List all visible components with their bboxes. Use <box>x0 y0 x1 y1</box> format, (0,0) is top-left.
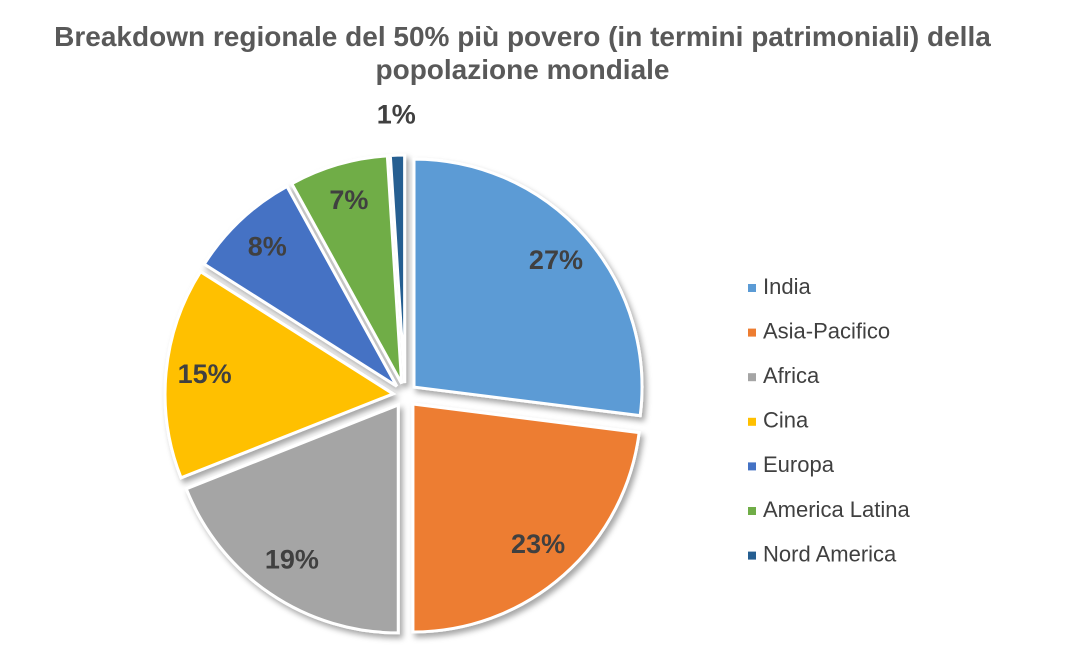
legend-marker <box>748 462 756 471</box>
chart-title: Breakdown regionale del 50% più povero (… <box>54 21 991 85</box>
slice <box>163 269 397 480</box>
legend-label: Nord America <box>763 541 897 566</box>
legend-label: Europa <box>763 452 835 477</box>
legend-marker <box>748 507 756 515</box>
data-label: 15% <box>178 359 232 389</box>
data-label: 7% <box>329 185 368 215</box>
legend-marker <box>748 551 756 560</box>
legend-label: Africa <box>763 363 820 388</box>
legend-label: Cina <box>763 408 809 433</box>
legend-label: Asia-Pacifico <box>763 318 890 343</box>
slice <box>184 402 400 635</box>
legend-label: America Latina <box>763 497 911 522</box>
legend-marker <box>748 328 756 337</box>
legend-label: India <box>763 274 811 299</box>
slices <box>163 153 644 635</box>
slice <box>411 402 641 634</box>
legend-marker <box>748 417 756 426</box>
slice <box>289 154 404 385</box>
data-label: 8% <box>248 231 287 261</box>
legend-marker <box>748 284 756 292</box>
legend-marker <box>748 373 756 382</box>
slice <box>412 157 644 418</box>
slice <box>202 184 399 388</box>
data-label: 1% <box>377 100 416 130</box>
data-label: 27% <box>529 245 583 275</box>
slice <box>388 153 407 384</box>
data-label: 23% <box>511 529 565 559</box>
data-label: 19% <box>265 545 319 575</box>
